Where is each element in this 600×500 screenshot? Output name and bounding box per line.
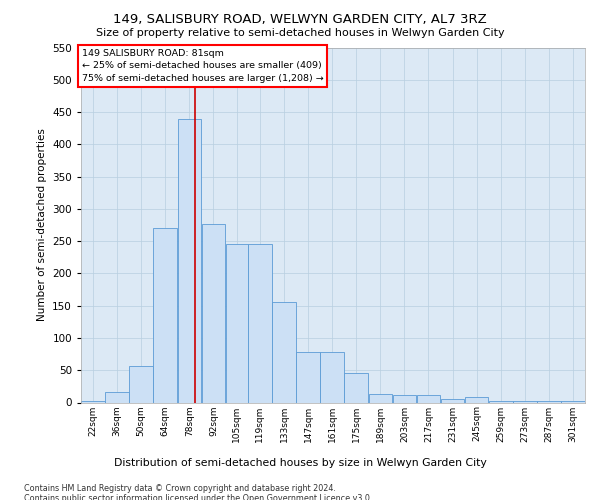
Bar [320,352,344,403]
Bar [537,401,560,402]
Bar [106,392,129,402]
Bar [344,374,368,402]
Text: Distribution of semi-detached houses by size in Welwyn Garden City: Distribution of semi-detached houses by … [113,458,487,468]
Bar [561,400,585,402]
Bar [248,244,272,402]
Bar [416,396,440,402]
Text: Size of property relative to semi-detached houses in Welwyn Garden City: Size of property relative to semi-detach… [95,28,505,38]
Bar [296,352,320,403]
Bar [392,396,416,402]
Bar [465,398,488,402]
Bar [441,398,464,402]
Bar [178,118,201,403]
Text: 149 SALISBURY ROAD: 81sqm
← 25% of semi-detached houses are smaller (409)
75% of: 149 SALISBURY ROAD: 81sqm ← 25% of semi-… [82,49,323,83]
Bar [130,366,153,403]
Bar [81,400,105,402]
Y-axis label: Number of semi-detached properties: Number of semi-detached properties [37,128,47,322]
Bar [489,400,512,402]
Bar [154,228,177,402]
Bar [272,302,296,402]
Bar [368,394,392,402]
Bar [513,401,536,402]
Bar [202,224,225,402]
Text: Contains HM Land Registry data © Crown copyright and database right 2024.: Contains HM Land Registry data © Crown c… [24,484,336,493]
Text: Contains public sector information licensed under the Open Government Licence v3: Contains public sector information licen… [24,494,373,500]
Text: 149, SALISBURY ROAD, WELWYN GARDEN CITY, AL7 3RZ: 149, SALISBURY ROAD, WELWYN GARDEN CITY,… [113,12,487,26]
Bar [226,244,248,402]
